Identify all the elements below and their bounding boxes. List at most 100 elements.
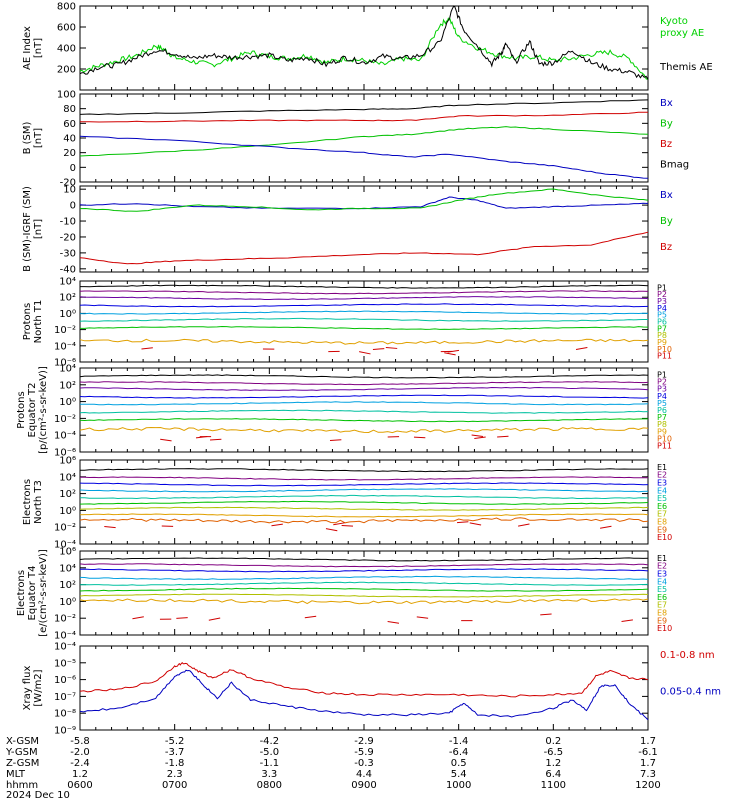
y-tick-label: 800 <box>57 2 76 13</box>
legend-item: Kyoto <box>660 16 688 27</box>
legend-item: P5 <box>657 399 667 408</box>
series-segment <box>575 347 588 350</box>
series-line <box>79 296 649 300</box>
y-tick-label: 10⁻⁴ <box>54 540 76 551</box>
panel-pequator: 10⁴ 10² 10⁰ 10⁻² 10⁻⁴ 10⁻⁶ Protons Equator T2 [p… <box>16 364 672 459</box>
legend-item: By <box>660 216 673 227</box>
series-line <box>79 661 649 698</box>
y-tick-label: 10⁻⁶ <box>54 448 76 459</box>
ephemeris-label: hhmm <box>6 780 38 791</box>
legend-item: P10 <box>657 434 672 443</box>
series-segment <box>474 436 486 439</box>
legend-item: P8 <box>657 331 667 340</box>
series-line <box>79 482 649 487</box>
panel-eequator: 10⁶ 10⁴ 10² 10⁰ 10⁻² 10⁻⁴ Electrons Equator T4[… <box>16 547 672 642</box>
legend-item: E7 <box>657 510 667 519</box>
legend-item: E2 <box>657 562 667 571</box>
y-axis-label: [nT] <box>33 38 44 58</box>
ephemeris-value: -4.2 <box>260 736 280 747</box>
legend-item: Bz <box>660 139 672 150</box>
series-segment <box>132 616 144 620</box>
series-line <box>79 386 649 391</box>
series-line <box>79 303 649 308</box>
series-segment <box>471 434 484 437</box>
y-tick-label: 10⁰ <box>59 597 76 608</box>
series-segment <box>413 436 426 439</box>
legend-item: E5 <box>657 585 667 594</box>
panel-frame <box>79 367 649 453</box>
y-tick-label: 10⁰ <box>59 397 76 408</box>
ephemeris-value: -1.4 <box>449 736 469 747</box>
series-line <box>79 135 649 179</box>
y-tick-label: 10⁴ <box>59 563 76 574</box>
y-axis-label: Protons <box>22 303 33 340</box>
y-tick-label: 10⁻² <box>54 325 76 336</box>
legend-item: E4 <box>657 577 667 586</box>
y-tick-label: 0 <box>70 201 76 212</box>
ephemeris-value: -5.9 <box>354 747 374 758</box>
legend-item: Bz <box>660 242 672 253</box>
series-segment <box>416 616 429 619</box>
ephemeris-value: 5.4 <box>451 769 467 780</box>
series-line <box>79 111 648 123</box>
series-line <box>79 468 649 473</box>
series-segment <box>325 528 338 532</box>
series-line <box>79 418 648 423</box>
series-line <box>79 409 649 414</box>
y-axis-label: [nT] <box>33 219 44 239</box>
y-axis-label: B (SM)-IGRF (SM) <box>22 186 33 272</box>
series-segment <box>444 352 456 356</box>
legend-item: E5 <box>657 494 667 503</box>
ephemeris-value: 1200 <box>635 780 660 791</box>
series-segment <box>333 522 345 526</box>
series-line <box>79 394 649 399</box>
panel-bigrf: -40 -30 -20 -10 0 10 B (SM)-IGRF (SM) [nT] Bx By B… <box>22 185 673 276</box>
legend-item: E7 <box>657 601 667 610</box>
series-segment <box>104 526 116 529</box>
y-tick-label: 0 <box>70 163 76 174</box>
legend-item: E2 <box>657 471 667 480</box>
series-segment <box>208 617 221 621</box>
series-line <box>79 338 649 345</box>
ephemeris-value: 2.3 <box>167 769 183 780</box>
y-tick-label: 10⁻⁵ <box>54 658 76 669</box>
ephemeris-value: -2.4 <box>70 758 90 769</box>
ephemeris-value: -1.1 <box>260 758 280 769</box>
series-segment <box>141 347 153 350</box>
series-line <box>79 506 649 511</box>
legend-item: P2 <box>657 290 667 299</box>
series-line <box>79 575 649 580</box>
legend-item: E4 <box>657 486 667 495</box>
legend-item: P6 <box>657 406 667 415</box>
ephemeris-value: -5.0 <box>260 747 280 758</box>
y-tick-label: -20 <box>60 232 76 243</box>
legend-item: E3 <box>657 479 667 488</box>
legend-item: E6 <box>657 502 667 511</box>
series-segment <box>456 521 469 524</box>
legend-item: P6 <box>657 318 667 327</box>
series-line <box>79 381 649 386</box>
series-line <box>79 5 649 80</box>
y-tick-label: 10⁻⁴ <box>54 431 76 442</box>
ephemeris-value: -5.2 <box>165 736 185 747</box>
series-segment <box>359 351 371 355</box>
ephemeris-value: 0800 <box>257 780 282 791</box>
series-segment <box>387 621 400 624</box>
y-tick-label: 40 <box>63 134 76 145</box>
series-line <box>79 126 649 157</box>
series-segment <box>385 346 398 349</box>
series-line <box>79 557 649 562</box>
series-line <box>80 476 648 481</box>
legend-item: P7 <box>657 324 667 333</box>
legend-item: P4 <box>657 392 667 401</box>
series-line <box>79 517 649 524</box>
y-axis-label: Equator T2 <box>27 383 38 438</box>
y-tick-label: 10⁻⁷ <box>54 692 76 703</box>
series-segment <box>160 438 172 442</box>
y-tick-label: 10⁶ <box>59 547 76 558</box>
series-segment <box>209 438 222 441</box>
y-tick-label: 10⁻⁶ <box>54 675 76 686</box>
y-tick-label: -20 <box>60 178 76 189</box>
